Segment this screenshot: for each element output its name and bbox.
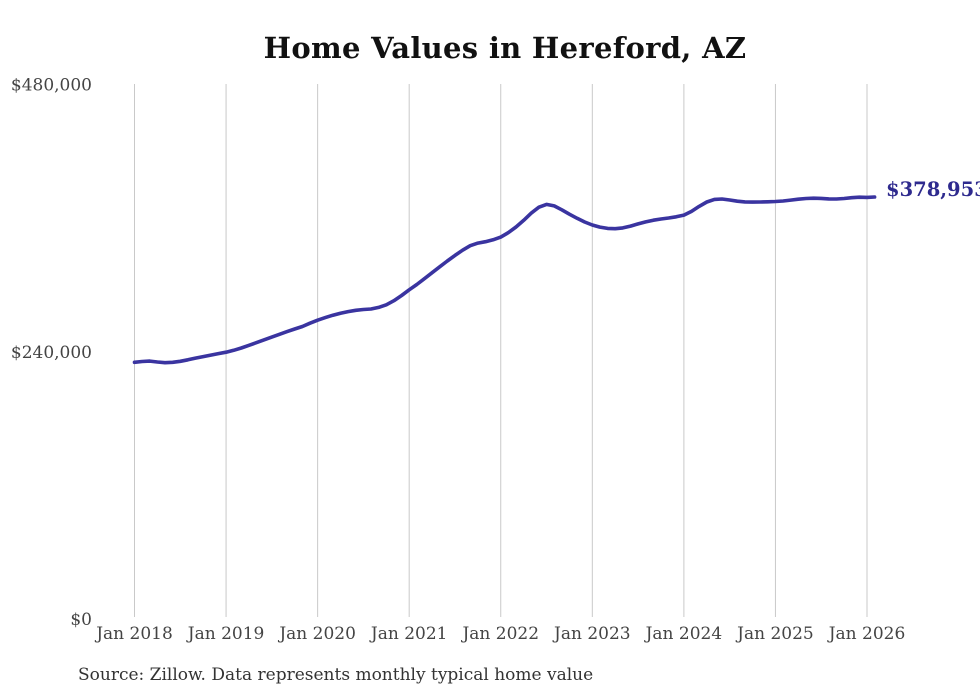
chart-title: Home Values in Hereford, AZ [263, 31, 747, 65]
x-axis-tick-label: Jan 2021 [369, 624, 448, 644]
x-axis-tick-label: Jan 2019 [186, 624, 265, 644]
x-axis-tick-label: Jan 2023 [552, 624, 631, 644]
y-axis-tick-label: $0 [70, 610, 92, 630]
y-axis-tick-label: $480,000 [11, 76, 92, 96]
current-value-label: $378,953 [886, 178, 980, 201]
x-axis-tick-label: Jan 2018 [94, 624, 173, 644]
x-axis-tick-label: Jan 2022 [460, 624, 539, 644]
source-note: Source: Zillow. Data represents monthly … [78, 665, 594, 685]
y-axis-tick-label: $240,000 [11, 343, 92, 363]
x-axis-tick-label: Jan 2026 [827, 624, 906, 644]
x-axis-tick-label: Jan 2020 [277, 624, 356, 644]
x-axis-tick-label: Jan 2024 [644, 624, 723, 644]
x-axis-tick-label: Jan 2025 [735, 624, 814, 644]
home-value-line-series [132, 195, 877, 365]
